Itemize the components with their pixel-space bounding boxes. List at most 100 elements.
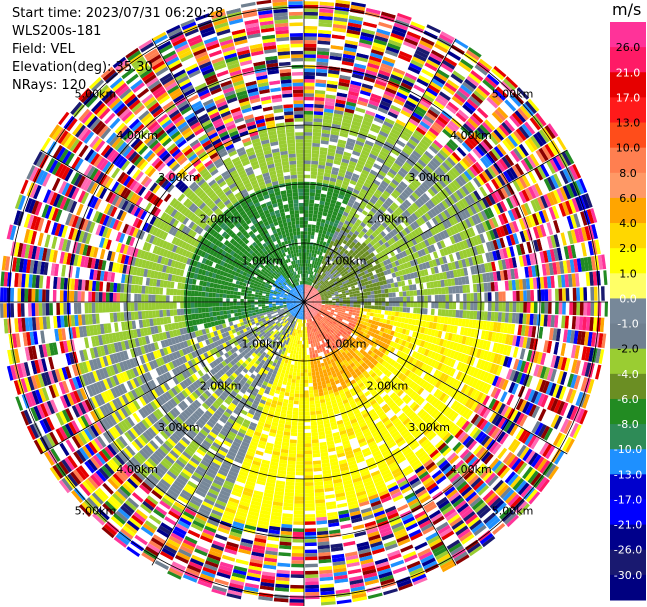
velocity-gate [318, 270, 322, 275]
velocity-gate [487, 302, 492, 311]
velocity-gate [518, 126, 530, 139]
velocity-gate [337, 280, 342, 285]
velocity-gate [380, 63, 394, 71]
velocity-gate [399, 238, 405, 245]
velocity-gate [375, 189, 383, 196]
velocity-gate [452, 70, 466, 81]
velocity-gate [455, 223, 463, 233]
velocity-gate [412, 150, 422, 159]
velocity-gate [360, 86, 372, 93]
velocity-gate [332, 254, 338, 259]
velocity-gate [329, 287, 334, 291]
velocity-gate [427, 288, 432, 295]
velocity-gate [519, 105, 532, 119]
velocity-gate [335, 260, 340, 265]
velocity-gate [384, 209, 392, 217]
velocity-gate [352, 291, 357, 294]
velocity-gate [464, 183, 473, 194]
velocity-gate [462, 123, 474, 134]
velocity-gate [347, 94, 359, 100]
velocity-gate [413, 84, 426, 93]
velocity-gate [417, 102, 429, 112]
velocity-gate [343, 196, 350, 202]
velocity-gate [372, 238, 378, 244]
velocity-gate [304, 142, 312, 147]
velocity-gate [305, 295, 307, 299]
velocity-gate [493, 88, 506, 101]
velocity-gate [337, 172, 345, 178]
velocity-gate [306, 296, 309, 300]
velocity-gate [398, 112, 410, 121]
velocity-gate [372, 244, 379, 250]
velocity-gate [349, 157, 358, 163]
velocity-gate [306, 284, 309, 289]
velocity-gate [397, 136, 408, 145]
velocity-gate [304, 128, 313, 133]
velocity-gate [423, 314, 428, 321]
velocity-gate [426, 147, 436, 157]
velocity-gate [437, 213, 445, 222]
velocity-gate [422, 193, 431, 202]
velocity-gate [455, 112, 467, 123]
velocity-gate [363, 116, 373, 124]
velocity-gate [551, 288, 556, 301]
velocity-gate [447, 195, 455, 205]
velocity-gate [344, 259, 349, 264]
velocity-gate [354, 110, 365, 117]
velocity-gate [399, 167, 409, 175]
velocity-gate [382, 144, 392, 152]
velocity-gate [364, 225, 370, 231]
velocity-gate [315, 291, 319, 295]
velocity-gate [304, 82, 315, 87]
velocity-gate [310, 361, 314, 366]
velocity-gate [381, 59, 395, 67]
velocity-gate [349, 296, 354, 300]
velocity-gate [330, 282, 335, 286]
velocity-gate [356, 252, 362, 258]
velocity-gate [543, 178, 553, 192]
velocity-gate [306, 256, 309, 260]
velocity-gate [413, 302, 418, 308]
velocity-gate [370, 246, 376, 252]
velocity-gate [544, 289, 549, 301]
velocity-gate [336, 278, 341, 283]
velocity-gate [310, 181, 317, 186]
velocity-gate [339, 255, 345, 260]
velocity-gate [306, 277, 308, 281]
velocity-gate [525, 100, 537, 114]
velocity-gate [347, 213, 354, 219]
velocity-gate [332, 27, 347, 33]
velocity-gate [434, 169, 443, 179]
velocity-gate [484, 195, 493, 207]
velocity-gate [504, 312, 509, 323]
velocity-gate [353, 201, 361, 207]
velocity-gate [562, 288, 566, 301]
velocity-gate [421, 181, 430, 191]
velocity-gate [312, 267, 315, 272]
velocity-gate [427, 302, 432, 309]
velocity-gate [315, 410, 322, 415]
velocity-gate [314, 97, 325, 102]
velocity-gate [306, 245, 310, 250]
velocity-gate [372, 250, 378, 256]
velocity-gate [319, 251, 323, 256]
velocity-gate [518, 191, 527, 204]
velocity-gate [556, 136, 567, 151]
velocity-gate [472, 67, 486, 79]
velocity-gate [360, 123, 371, 130]
velocity-gate [544, 143, 555, 158]
velocity-gate [436, 152, 447, 162]
velocity-gate [444, 286, 449, 294]
velocity-gate [446, 123, 458, 133]
velocity-gate [360, 271, 366, 276]
velocity-gate [304, 224, 308, 228]
velocity-gate [371, 231, 378, 238]
velocity-gate [349, 309, 353, 313]
velocity-gate [381, 306, 386, 311]
velocity-gate [342, 57, 355, 63]
velocity-gate [342, 199, 349, 205]
velocity-gate [458, 61, 472, 73]
velocity-gate [342, 268, 347, 273]
velocity-gate [436, 192, 444, 202]
velocity-gate [375, 253, 381, 260]
